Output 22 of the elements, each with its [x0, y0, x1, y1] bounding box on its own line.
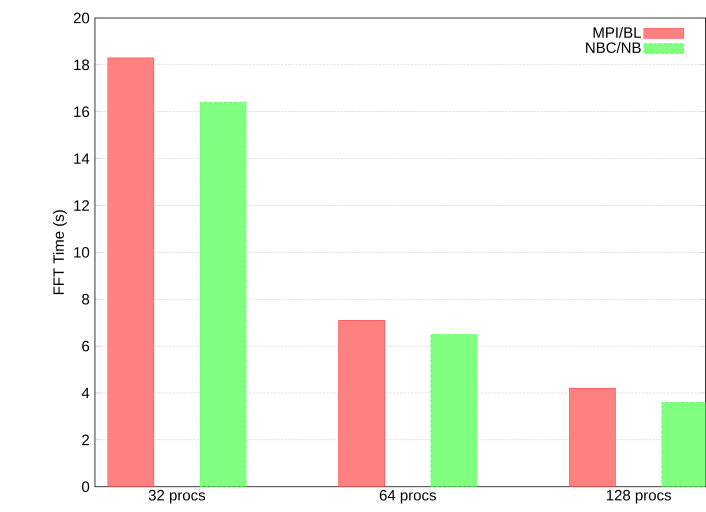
y-tick-label: 14 [74, 154, 90, 164]
x-tick-label: 128 procs [606, 490, 671, 504]
bar [200, 102, 246, 487]
x-tick-label: 32 procs [148, 490, 206, 504]
bar [107, 58, 154, 487]
y-tick-label: 10 [74, 247, 90, 258]
y-tick-label: 20 [74, 12, 90, 24]
y-tick-label: 0 [82, 482, 90, 492]
legend-label: MPI/BL [594, 27, 642, 38]
bar [430, 334, 478, 487]
y-tick-label: 8 [82, 294, 90, 305]
bar [569, 388, 616, 487]
legend-label: NBC/NB [586, 42, 641, 54]
y-tick-label: 12 [74, 200, 89, 211]
bar [338, 320, 385, 487]
y-tick-label: 6 [82, 340, 90, 352]
y-tick-label: 4 [82, 388, 90, 398]
y-axis-title: FFT Time (s) [52, 210, 67, 294]
y-tick-label: 18 [74, 60, 90, 70]
x-tick-label: 64 procs [380, 490, 436, 504]
y-tick-label: 2 [82, 434, 90, 446]
y-tick-label: 16 [74, 106, 90, 118]
